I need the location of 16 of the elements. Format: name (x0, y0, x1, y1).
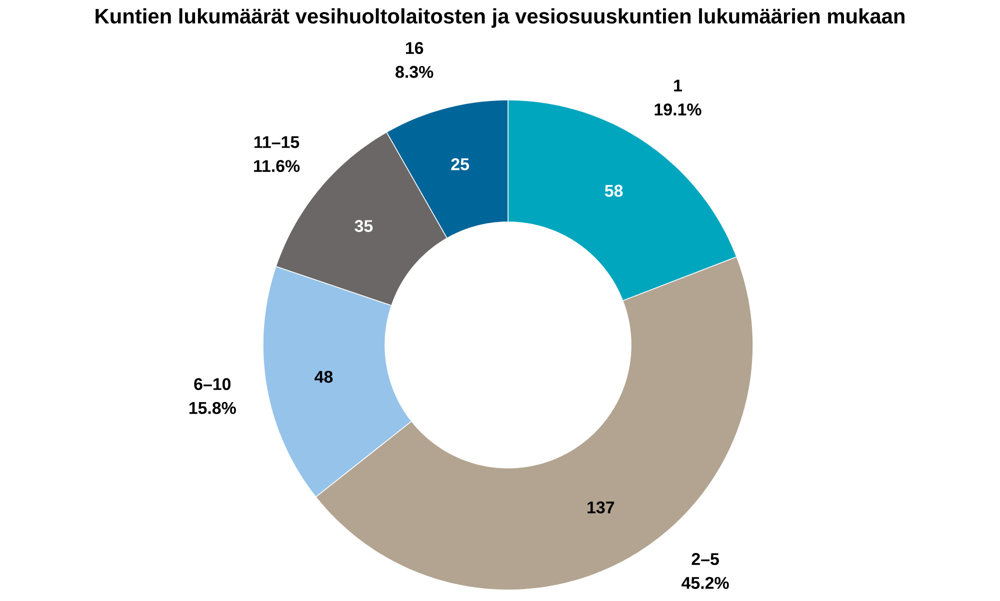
data-label: 25 (451, 158, 470, 170)
text: 11.6% (254, 160, 300, 172)
text: 19.1% (654, 103, 702, 116)
data-label: 35 (354, 220, 373, 232)
slice-label: 2–5 (692, 553, 719, 566)
text: 45.2% (682, 576, 729, 589)
text: 15.8% (189, 402, 236, 414)
slice-label: 6–10 (194, 378, 231, 390)
chart-title: Kuntien lukumäärät vesihuoltolaitosten ja vesiosuuskuntien lukumäärien mukaan (96, 8, 904, 28)
text: 8.3% (396, 66, 434, 78)
data-label: 58 (604, 184, 623, 197)
data-label: 48 (314, 370, 333, 383)
slice-label: 1 (674, 80, 682, 92)
data-label: 137 (588, 501, 614, 514)
slice-label: 16 (406, 42, 424, 54)
slice-label: 11–15 (254, 136, 300, 148)
